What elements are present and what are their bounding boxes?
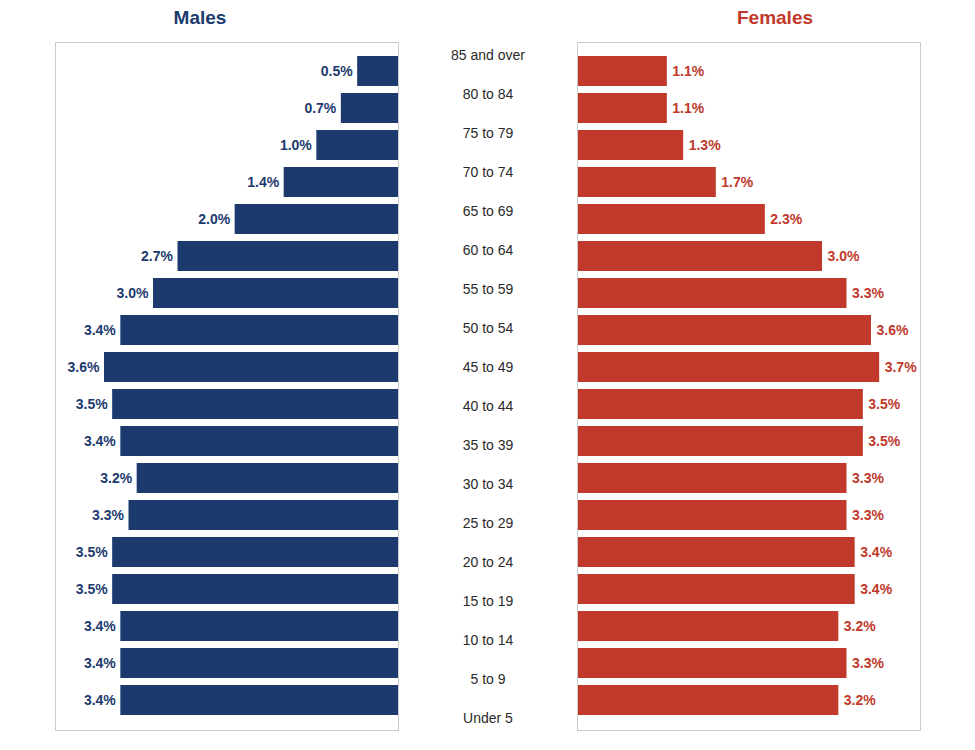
svg-text:3.4%: 3.4% [84, 322, 116, 338]
svg-text:Under 5: Under 5 [463, 710, 513, 726]
svg-text:2.3%: 2.3% [770, 211, 802, 227]
svg-text:60 to 64: 60 to 64 [463, 242, 514, 258]
svg-text:80 to 84: 80 to 84 [463, 86, 514, 102]
svg-text:3.0%: 3.0% [117, 285, 149, 301]
svg-text:40 to 44: 40 to 44 [463, 398, 514, 414]
svg-text:3.4%: 3.4% [84, 618, 116, 634]
svg-text:20 to 24: 20 to 24 [463, 554, 514, 570]
svg-text:0.5%: 0.5% [321, 63, 353, 79]
svg-text:3.2%: 3.2% [844, 618, 876, 634]
svg-text:3.7%: 3.7% [885, 359, 917, 375]
svg-text:50 to 54: 50 to 54 [463, 320, 514, 336]
svg-text:10 to 14: 10 to 14 [463, 632, 514, 648]
svg-text:3.3%: 3.3% [852, 655, 884, 671]
html-text:Females: Females [737, 7, 813, 28]
svg-text:25 to 29: 25 to 29 [463, 515, 514, 531]
svg-text:3.4%: 3.4% [860, 581, 892, 597]
svg-text:70 to 74: 70 to 74 [463, 164, 514, 180]
svg-text:3.5%: 3.5% [76, 581, 108, 597]
svg-text:3.4%: 3.4% [84, 692, 116, 708]
svg-text:3.2%: 3.2% [100, 470, 132, 486]
svg-text:3.4%: 3.4% [84, 433, 116, 449]
svg-text:3.4%: 3.4% [860, 544, 892, 560]
svg-text:35 to 39: 35 to 39 [463, 437, 514, 453]
svg-text:3.3%: 3.3% [852, 507, 884, 523]
svg-text:3.5%: 3.5% [76, 544, 108, 560]
svg-text:85 and over: 85 and over [451, 47, 525, 63]
svg-text:3.6%: 3.6% [68, 359, 100, 375]
svg-text:1.3%: 1.3% [689, 137, 721, 153]
svg-text:3.3%: 3.3% [852, 470, 884, 486]
svg-text:1.0%: 1.0% [280, 137, 312, 153]
svg-text:3.6%: 3.6% [877, 322, 909, 338]
svg-text:3.5%: 3.5% [868, 396, 900, 412]
svg-text:3.0%: 3.0% [828, 248, 860, 264]
svg-text:55 to 59: 55 to 59 [463, 281, 514, 297]
svg-text:45 to 49: 45 to 49 [463, 359, 514, 375]
svg-text:3.4%: 3.4% [84, 655, 116, 671]
svg-text:1.1%: 1.1% [672, 100, 704, 116]
svg-text:2.7%: 2.7% [141, 248, 173, 264]
svg-text:1.7%: 1.7% [721, 174, 753, 190]
svg-text:2.0%: 2.0% [198, 211, 230, 227]
svg-text:3.5%: 3.5% [76, 396, 108, 412]
svg-text:1.4%: 1.4% [247, 174, 279, 190]
svg-text:65 to 69: 65 to 69 [463, 203, 514, 219]
svg-text:3.3%: 3.3% [852, 285, 884, 301]
svg-text:75 to 79: 75 to 79 [463, 125, 514, 141]
svg-text:1.1%: 1.1% [672, 63, 704, 79]
svg-text:5 to 9: 5 to 9 [470, 671, 505, 687]
html-text:Males: Males [173, 7, 227, 28]
svg-text:30 to 34: 30 to 34 [463, 476, 514, 492]
svg-text:0.7%: 0.7% [304, 100, 336, 116]
svg-text:3.5%: 3.5% [868, 433, 900, 449]
svg-text:3.2%: 3.2% [844, 692, 876, 708]
svg-text:15 to 19: 15 to 19 [463, 593, 514, 609]
svg-text:3.3%: 3.3% [92, 507, 124, 523]
